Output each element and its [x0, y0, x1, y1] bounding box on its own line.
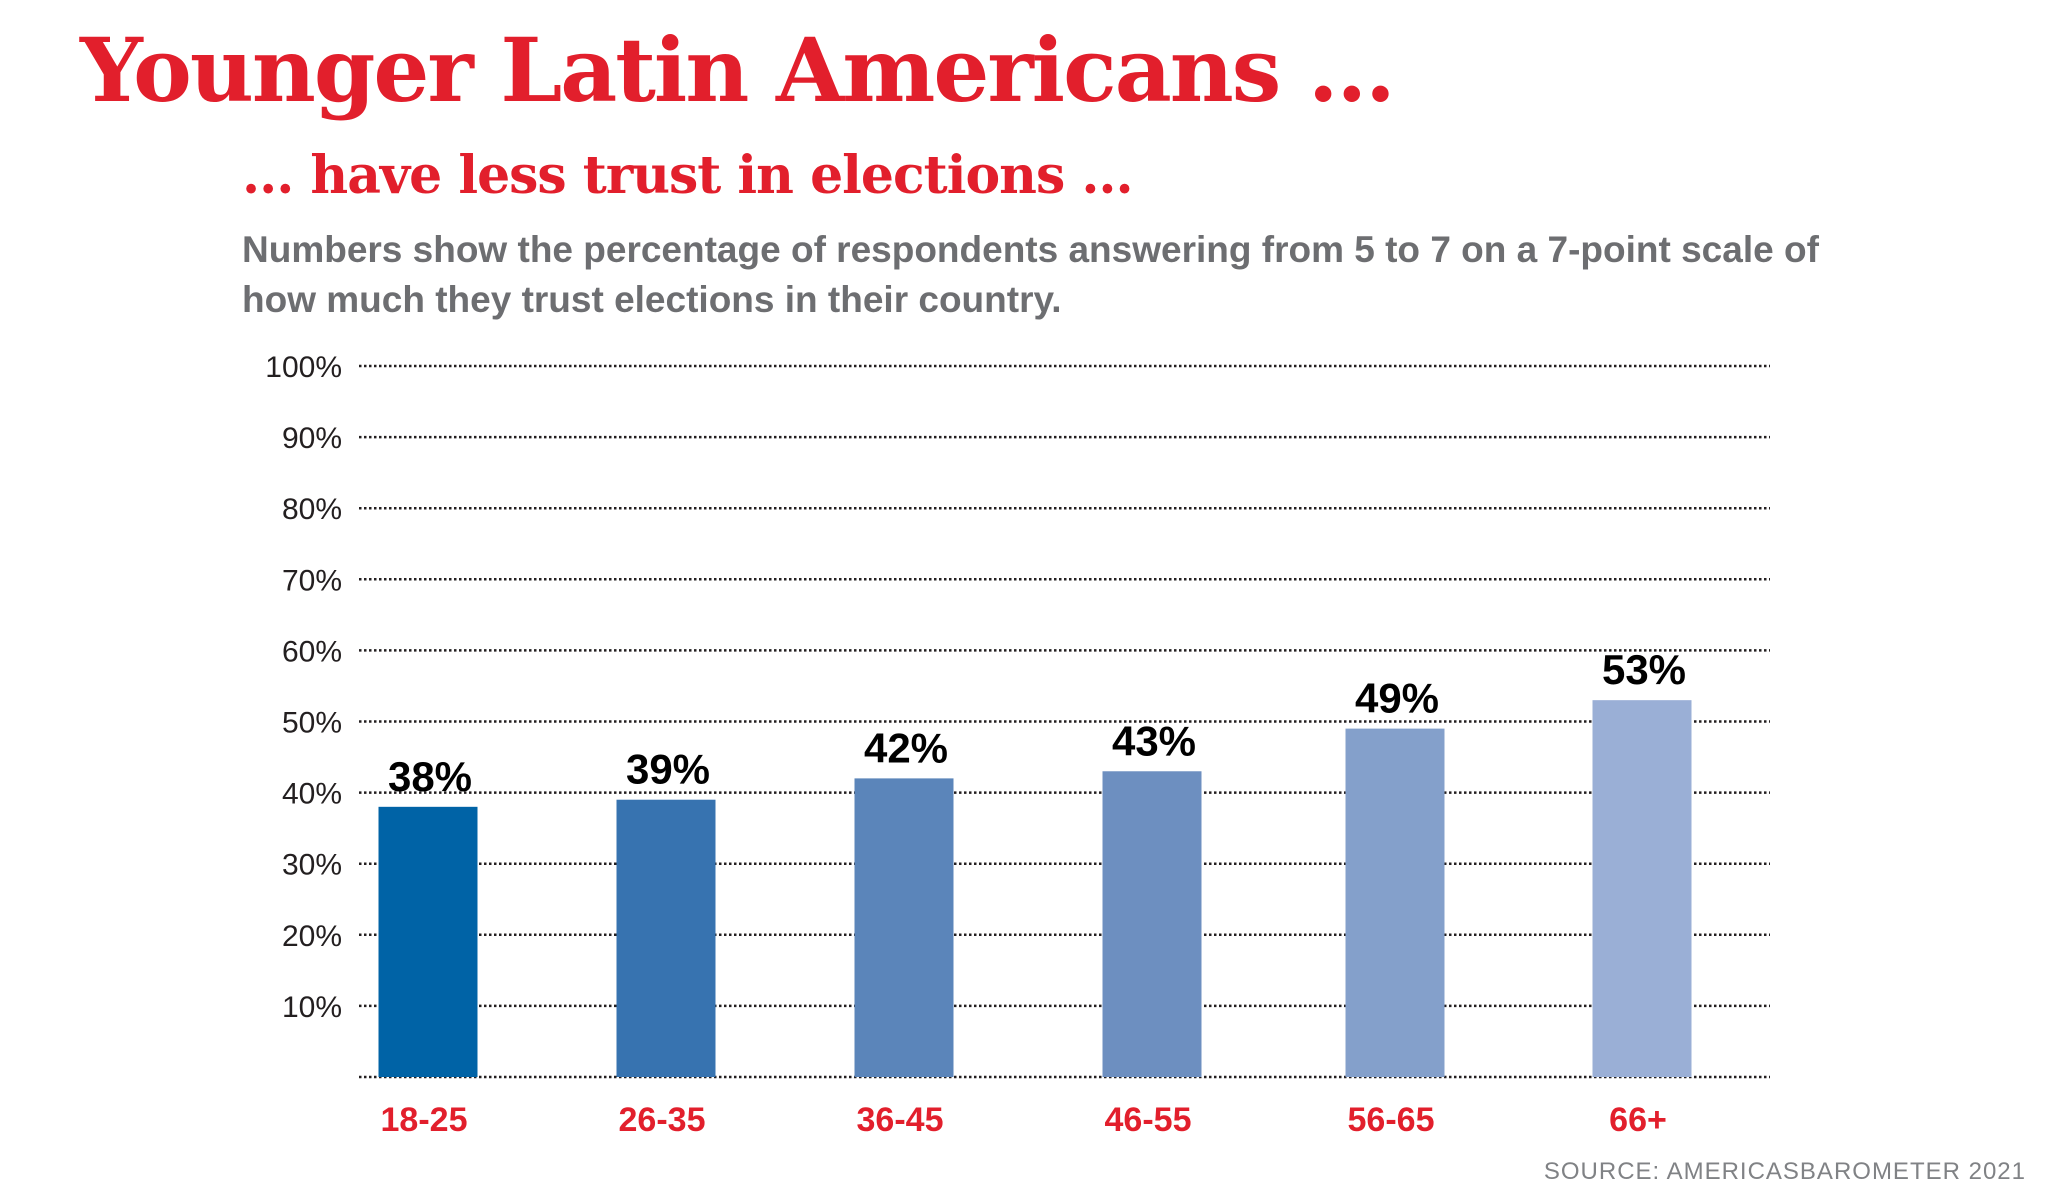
value-label: 42% [864, 724, 948, 771]
source-note: SOURCE: AMERICASBAROMETER 2021 [1543, 1158, 2026, 1185]
bar [854, 778, 954, 1077]
y-tick-label: 20% [282, 920, 342, 953]
bar [1102, 771, 1202, 1077]
value-label: 38% [388, 753, 472, 800]
chart-description: Numbers show the percentage of responden… [242, 229, 1819, 320]
x-tick-label: 46-55 [1105, 1101, 1192, 1139]
bar [1592, 700, 1692, 1077]
y-tick-label: 80% [282, 493, 342, 526]
x-tick-label: 18-25 [381, 1101, 468, 1139]
chart-subtitle: ... have less trust in elections ... [242, 145, 1134, 206]
x-tick-label: 66+ [1609, 1101, 1667, 1139]
bar [1345, 728, 1445, 1077]
y-tick-label: 50% [282, 707, 342, 740]
value-label: 53% [1602, 646, 1686, 693]
bar [616, 799, 716, 1077]
y-tick-label: 10% [282, 991, 342, 1024]
value-label: 39% [626, 746, 710, 793]
y-tick-label: 70% [282, 564, 342, 597]
y-tick-label: 60% [282, 635, 342, 668]
x-tick-label: 26-35 [619, 1101, 706, 1139]
bar [378, 806, 478, 1077]
x-tick-label: 36-45 [857, 1101, 944, 1139]
x-tick-label: 56-65 [1348, 1101, 1435, 1139]
y-tick-label: 100% [265, 351, 342, 384]
y-tick-label: 90% [282, 422, 342, 455]
y-tick-label: 30% [282, 849, 342, 882]
chart-title: Younger Latin Americans ... [80, 18, 1396, 122]
y-tick-label: 40% [282, 778, 342, 811]
value-label: 43% [1112, 717, 1196, 764]
value-label: 49% [1355, 675, 1439, 722]
